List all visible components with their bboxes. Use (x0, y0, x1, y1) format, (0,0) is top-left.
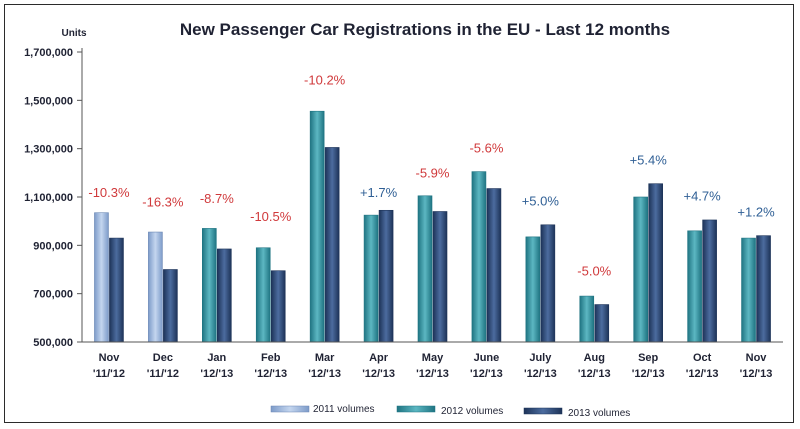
x-tick-label-period: '12/'13 (470, 368, 503, 380)
change-label: -10.5% (250, 209, 292, 224)
bar-2012-volumes-7 (471, 171, 487, 343)
bar-2013-volumes-0 (109, 237, 124, 343)
bar-2013-volumes-1 (163, 269, 178, 343)
x-tick-label-month: Feb (261, 352, 281, 364)
legend: 2011 volumes 2012 volumes 2013 volumes (270, 404, 630, 419)
x-tick-label-month: Jan (207, 352, 226, 364)
x-tick-label-month: Dec (153, 352, 173, 364)
x-tick-label-period: '12/'13 (362, 368, 395, 380)
x-tick-label-period: '12/'13 (200, 368, 233, 380)
bar-2013-volumes-9 (594, 304, 610, 343)
y-tick-label: 1,300,000 (24, 144, 73, 156)
legend-swatch-2011 (270, 405, 310, 413)
bar-2012-volumes-2 (202, 228, 217, 343)
bar-2012-volumes-12 (741, 237, 756, 343)
change-label: -10.3% (88, 185, 130, 200)
x-tick-label-month: Apr (369, 352, 389, 364)
bar-2013-volumes-3 (270, 270, 286, 343)
change-label: -5.9% (416, 166, 450, 181)
x-tick-label-month: June (474, 352, 500, 364)
x-tick-label-month: Nov (746, 352, 768, 364)
x-tick-label-month: Oct (693, 352, 712, 364)
change-label: +4.7% (683, 189, 721, 204)
y-tick-label: 1,700,000 (24, 47, 73, 59)
bar-2012-volumes-11 (687, 230, 702, 343)
bar-2013-volumes-2 (217, 248, 232, 343)
bars (94, 110, 771, 343)
x-tick-label-period: '12/'13 (740, 368, 773, 380)
change-label: -16.3% (142, 195, 184, 210)
x-tick-label-month: Nov (99, 352, 121, 364)
legend-label-2012: 2012 volumes (441, 406, 503, 417)
bar-2012-volumes-10 (633, 196, 648, 343)
legend-swatch-2013 (523, 407, 563, 415)
bar-2013-volumes-11 (702, 219, 717, 343)
y-axis: 500,000 700,000 900,000 1,100,000 1,300,000 1… (24, 47, 83, 349)
bar-2013-volumes-12 (756, 235, 771, 343)
x-tick-label-month: July (529, 352, 552, 364)
x-tick-label-month: Aug (584, 352, 605, 364)
y-tick-label: 1,500,000 (24, 95, 73, 107)
bar-2013-volumes-7 (486, 188, 502, 343)
y-tick-label: 1,100,000 (24, 192, 73, 204)
y-tick-label: 900,000 (33, 240, 73, 252)
x-tick-label-period: '12/'13 (524, 368, 557, 380)
bar-2012-volumes-4 (309, 110, 325, 343)
x-tick-label-period: '11/'12 (147, 368, 179, 380)
x-tick-label-month: May (422, 352, 444, 364)
change-label: -5.6% (469, 140, 503, 155)
x-tick-label-period: '12/'13 (308, 368, 341, 380)
bar-2013-volumes-4 (324, 147, 340, 343)
x-tick-label-month: Sep (638, 352, 658, 364)
change-labels: -10.3% -16.3% -8.7% -10.5% -10.2% +1.7% -5.9% -… (88, 73, 775, 279)
x-tick-label-period: '12/'13 (578, 368, 611, 380)
bar-2012-volumes-9 (579, 295, 595, 343)
x-tick-label-month: Mar (315, 352, 335, 364)
x-tick-label-period: '12/'13 (254, 368, 287, 380)
bar-2013-volumes-10 (648, 183, 663, 343)
legend-swatch-2012 (396, 405, 436, 413)
y-tick-label: 700,000 (33, 289, 73, 301)
legend-label-2013: 2013 volumes (568, 408, 630, 419)
change-label: +5.4% (630, 152, 668, 167)
x-tick-label-period: '12/'13 (686, 368, 719, 380)
change-label: -10.2% (304, 73, 346, 88)
legend-label-2011: 2011 volumes (313, 404, 375, 415)
bar-2013-volumes-5 (378, 209, 394, 343)
change-label: +1.2% (737, 204, 775, 219)
change-label: -8.7% (200, 191, 234, 206)
bar-2011-volumes-0 (94, 212, 109, 343)
bar-2013-volumes-8 (540, 224, 556, 343)
change-label: +1.7% (360, 185, 398, 200)
change-label: -5.0% (577, 264, 611, 279)
bar-2013-volumes-6 (432, 211, 448, 343)
change-label: +5.0% (522, 193, 560, 208)
x-tick-label-period: '11/'12 (93, 368, 125, 380)
bar-2011-volumes-1 (148, 231, 163, 343)
bar-2012-volumes-6 (417, 195, 433, 343)
x-tick-label-period: '12/'13 (416, 368, 449, 380)
x-axis: Nov '11/'12 Dec '11/'12 Jan '12/'13 Feb '12/'13… (82, 341, 783, 380)
chart-title: New Passenger Car Registrations in the E… (180, 20, 670, 39)
bar-2012-volumes-5 (363, 214, 379, 343)
bar-2012-volumes-3 (255, 247, 271, 343)
y-tick-label: 500,000 (33, 337, 73, 349)
bar-2012-volumes-8 (525, 236, 541, 343)
x-tick-label-period: '12/'13 (632, 368, 665, 380)
y-axis-label: Units (62, 28, 87, 39)
